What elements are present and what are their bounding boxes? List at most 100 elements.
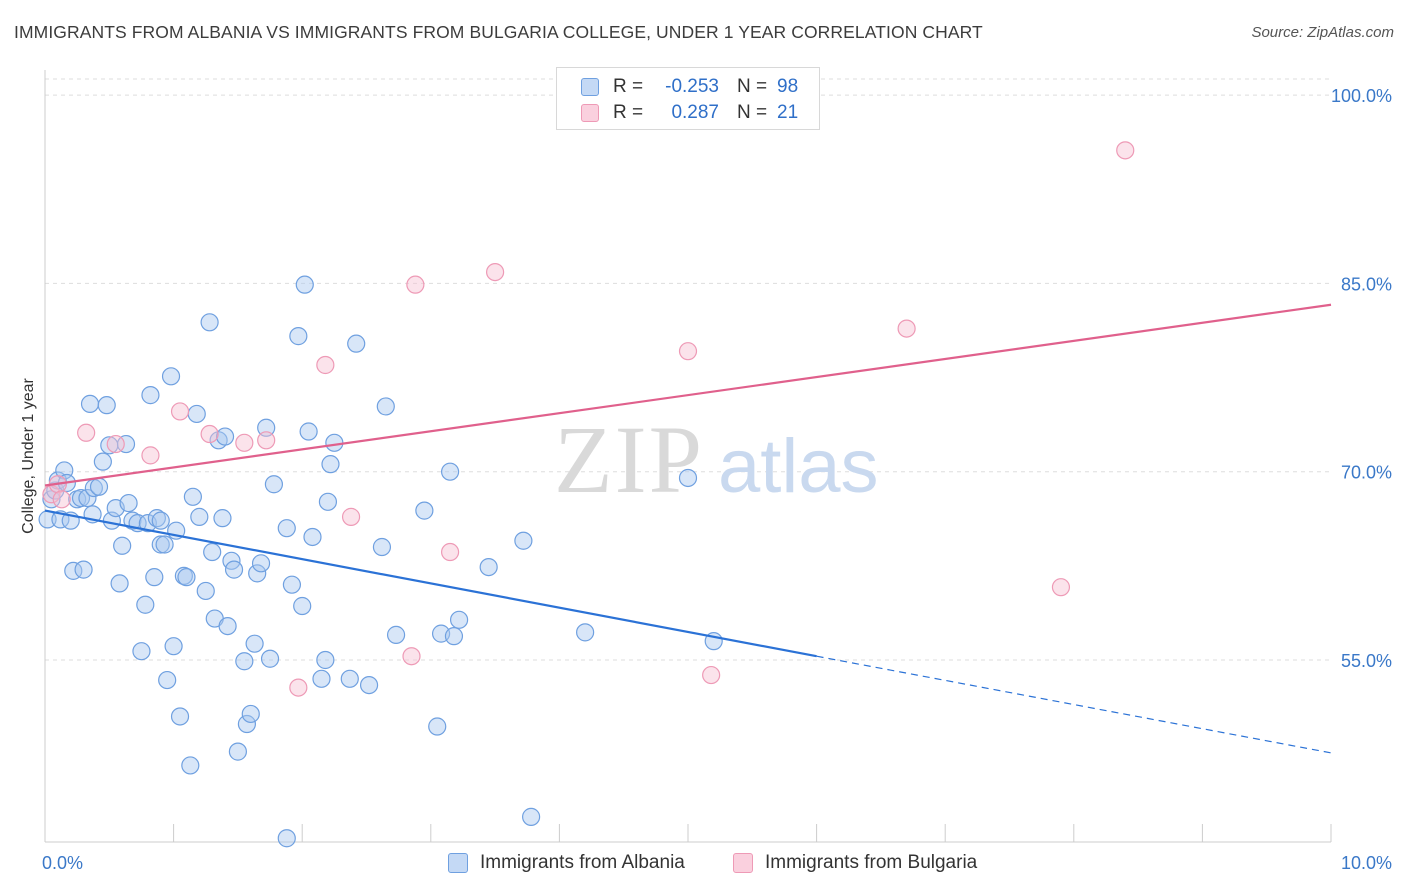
- albania-point: [74, 560, 93, 579]
- albania-point: [89, 477, 109, 496]
- albania-swatch: [581, 78, 599, 96]
- legend-item-bulgaria: Immigrants from Bulgaria: [733, 852, 977, 874]
- albania-point: [93, 452, 112, 471]
- albania-point: [514, 531, 533, 550]
- albania-point: [372, 537, 392, 557]
- bulgaria-legend-label: Immigrants from Bulgaria: [765, 852, 978, 873]
- bulgaria-point: [141, 446, 160, 465]
- albania-point: [170, 707, 190, 726]
- bulgaria-points: [42, 141, 1135, 697]
- albania-point: [316, 650, 335, 670]
- bulgaria-point: [77, 423, 96, 442]
- bulgaria-point: [440, 542, 460, 562]
- bulgaria-point: [257, 431, 276, 450]
- y-tick-label: 100.0%: [1331, 86, 1392, 106]
- albania-point: [289, 327, 308, 346]
- albania-point: [151, 535, 170, 554]
- bulgaria-point: [200, 424, 219, 444]
- bulgaria-point: [678, 342, 698, 361]
- albania-points: [38, 275, 723, 848]
- albania-point: [119, 493, 138, 513]
- albania-point: [196, 581, 215, 601]
- albania-legend-label: Immigrants from Albania: [480, 852, 685, 873]
- albania-point: [132, 642, 151, 661]
- albania-point: [321, 455, 340, 474]
- albania-point: [248, 564, 267, 583]
- albania-point: [123, 511, 142, 530]
- bulgaria-point: [106, 434, 125, 454]
- n-value: 98: [777, 76, 799, 97]
- watermark-zip: ZIP: [554, 406, 704, 513]
- albania-point: [522, 807, 541, 826]
- r-value: 0.287: [671, 102, 719, 123]
- albania-point: [303, 527, 322, 547]
- albania-point: [237, 714, 257, 734]
- albania-point: [576, 623, 595, 642]
- albania-point: [293, 596, 312, 616]
- bulgaria-point: [402, 647, 421, 666]
- albania-point: [386, 625, 406, 644]
- watermark-atlas: atlas: [718, 424, 879, 509]
- bulgaria-point: [897, 319, 916, 338]
- albania-point: [479, 557, 498, 577]
- axes-layer: [44, 70, 1332, 843]
- albania-point: [428, 717, 447, 736]
- bulgaria-swatch: [581, 104, 599, 122]
- bulgaria-point: [52, 490, 71, 509]
- albania-point: [190, 507, 209, 526]
- albania-point: [340, 669, 359, 688]
- albania-point: [187, 404, 206, 424]
- bulgaria-point: [289, 678, 308, 697]
- albania-point: [257, 418, 276, 437]
- trend-layer: [44, 303, 1332, 754]
- albania-point: [97, 396, 116, 415]
- albania-point: [347, 334, 366, 353]
- bulgaria-legend-swatch: [733, 853, 753, 873]
- albania-point: [312, 669, 331, 688]
- albania-point: [200, 313, 219, 332]
- albania-point: [228, 742, 247, 761]
- tick-layer: 55.0% 70.0% 85.0% 100.0% 0.0% 10.0%: [42, 86, 1392, 873]
- albania-point: [71, 488, 91, 508]
- bulgaria-point: [702, 665, 721, 685]
- albania-point: [80, 394, 100, 414]
- y-tick-label: 70.0%: [1341, 463, 1392, 483]
- albania-point: [260, 649, 280, 668]
- albania-point: [359, 675, 379, 695]
- albania-point: [181, 756, 200, 775]
- albania-point: [224, 560, 244, 579]
- n-label: N =: [737, 76, 768, 97]
- albania-trend-line: [44, 509, 817, 658]
- correlation-legend: R = -0.253 N = 98 R = 0.287 N = 21: [556, 67, 820, 130]
- albania-point: [264, 475, 284, 494]
- albania-point: [110, 574, 129, 593]
- r-value: -0.253: [665, 76, 719, 97]
- albania-point: [299, 422, 318, 441]
- albania-point: [277, 829, 296, 848]
- albania-point: [183, 487, 202, 506]
- albania-point: [164, 637, 183, 656]
- albania-point: [155, 535, 174, 554]
- chart-title: IMMIGRANTS FROM ALBANIA VS IMMIGRANTS FR…: [14, 22, 983, 42]
- n-value: 21: [777, 102, 799, 123]
- bulgaria-point: [1116, 141, 1135, 160]
- albania-point: [42, 490, 61, 509]
- albania-point: [113, 536, 132, 555]
- albania-point: [78, 488, 97, 508]
- albania-point: [325, 433, 344, 452]
- y-tick-label: 85.0%: [1341, 274, 1392, 294]
- albania-point: [376, 397, 395, 416]
- bulgaria-point: [1051, 578, 1071, 597]
- bulgaria-point: [235, 433, 254, 452]
- albania-point: [449, 610, 469, 629]
- albania-point: [295, 275, 314, 294]
- bulgaria-point: [42, 485, 61, 504]
- watermark: ZIP atlas: [554, 406, 879, 513]
- albania-trend-extension: [816, 655, 1332, 754]
- y-tick-label: 55.0%: [1341, 651, 1392, 671]
- albania-point: [158, 670, 177, 690]
- albania-point: [161, 367, 181, 386]
- albania-point: [177, 568, 196, 587]
- x-tick-label: 0.0%: [42, 853, 83, 873]
- albania-point: [136, 595, 155, 614]
